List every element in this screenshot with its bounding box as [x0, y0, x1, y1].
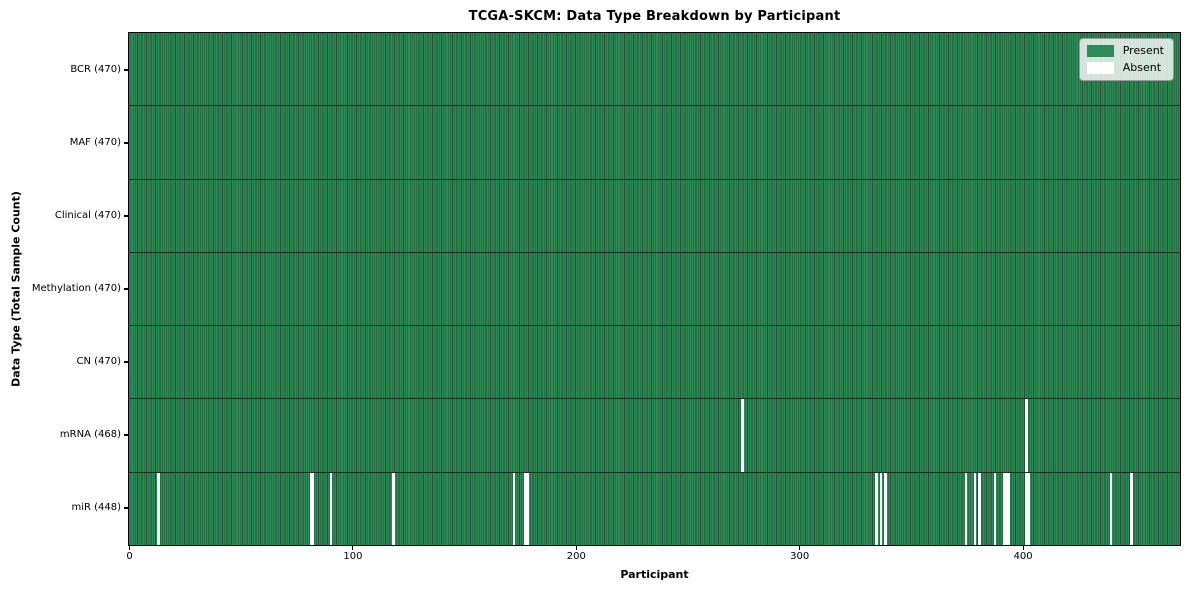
- x-tick-mark: [799, 546, 801, 550]
- y-tick-mark: [124, 434, 128, 436]
- absent-swatch: [1086, 62, 1114, 74]
- absent-mark: [1025, 472, 1028, 545]
- x-tick-mark: [1022, 546, 1024, 550]
- absent-mark: [329, 472, 333, 545]
- y-tick-label-cn: CN (470): [76, 356, 121, 367]
- heatmap-row-bcr: [129, 33, 1180, 106]
- absent-mark: [1025, 399, 1028, 472]
- x-tick-mark: [128, 546, 131, 550]
- absent-mark: [993, 472, 997, 545]
- x-axis-label: Participant: [620, 568, 689, 581]
- heatmap-row-maf: [129, 105, 1180, 179]
- absent-mark: [964, 472, 968, 545]
- absent-mark: [526, 472, 529, 545]
- heatmap-row-mrna: [129, 398, 1180, 472]
- absent-mark: [978, 472, 981, 545]
- absent-mark: [513, 472, 516, 545]
- x-tick-label-300: 300: [790, 551, 810, 562]
- absent-mark: [875, 472, 878, 545]
- y-tick-label-bcr: BCR (470): [70, 64, 121, 75]
- y-tick-label-maf: MAF (470): [69, 137, 121, 148]
- absent-mark: [524, 472, 527, 545]
- absent-mark: [311, 472, 315, 545]
- heatmap-rows: [129, 33, 1180, 545]
- absent-mark: [1002, 472, 1006, 545]
- y-tick-mark: [124, 361, 128, 363]
- plot-area: Present Absent: [128, 32, 1181, 546]
- absent-mark: [1130, 472, 1133, 545]
- heatmap-row-cn: [129, 325, 1180, 399]
- y-tick-mark: [124, 142, 128, 144]
- absent-mark: [1007, 472, 1010, 545]
- y-tick-mark: [124, 69, 128, 71]
- x-tick-label-400: 400: [1013, 551, 1033, 562]
- legend-item-present: Present: [1086, 44, 1164, 57]
- absent-mark: [973, 472, 977, 545]
- y-tick-label-mir: miR (448): [71, 502, 121, 513]
- legend-item-absent: Absent: [1086, 61, 1164, 74]
- y-tick-label-methylation: Methylation (470): [31, 283, 121, 294]
- heatmap-row-methylation: [129, 251, 1180, 326]
- legend: Present Absent: [1078, 38, 1174, 81]
- x-tick-mark: [352, 546, 354, 550]
- y-tick-label-clinical: Clinical (470): [54, 210, 121, 221]
- absent-mark: [309, 472, 312, 545]
- absent-mark: [879, 472, 883, 545]
- y-tick-mark: [124, 507, 128, 509]
- y-tick-mark: [124, 288, 128, 290]
- x-tick-label-100: 100: [343, 551, 363, 562]
- absent-mark: [157, 472, 160, 545]
- absent-mark: [741, 399, 744, 472]
- y-tick-mark: [124, 215, 128, 217]
- present-swatch: [1086, 45, 1114, 57]
- absent-mark: [1004, 472, 1008, 545]
- absent-mark: [1027, 472, 1030, 545]
- heatmap-row-clinical: [129, 178, 1180, 252]
- legend-label-absent: Absent: [1122, 61, 1162, 74]
- y-tick-label-mrna: mRNA (468): [59, 429, 121, 440]
- x-tick-label-200: 200: [566, 551, 586, 562]
- absent-mark: [884, 472, 887, 545]
- absent-mark: [1110, 472, 1113, 545]
- x-tick-mark: [575, 546, 577, 550]
- absent-mark: [392, 472, 395, 545]
- legend-label-present: Present: [1122, 44, 1164, 57]
- heatmap-row-mir: [129, 471, 1180, 545]
- chart-title: TCGA-SKCM: Data Type Breakdown by Partic…: [468, 9, 841, 24]
- x-tick-label-0: 0: [126, 551, 133, 562]
